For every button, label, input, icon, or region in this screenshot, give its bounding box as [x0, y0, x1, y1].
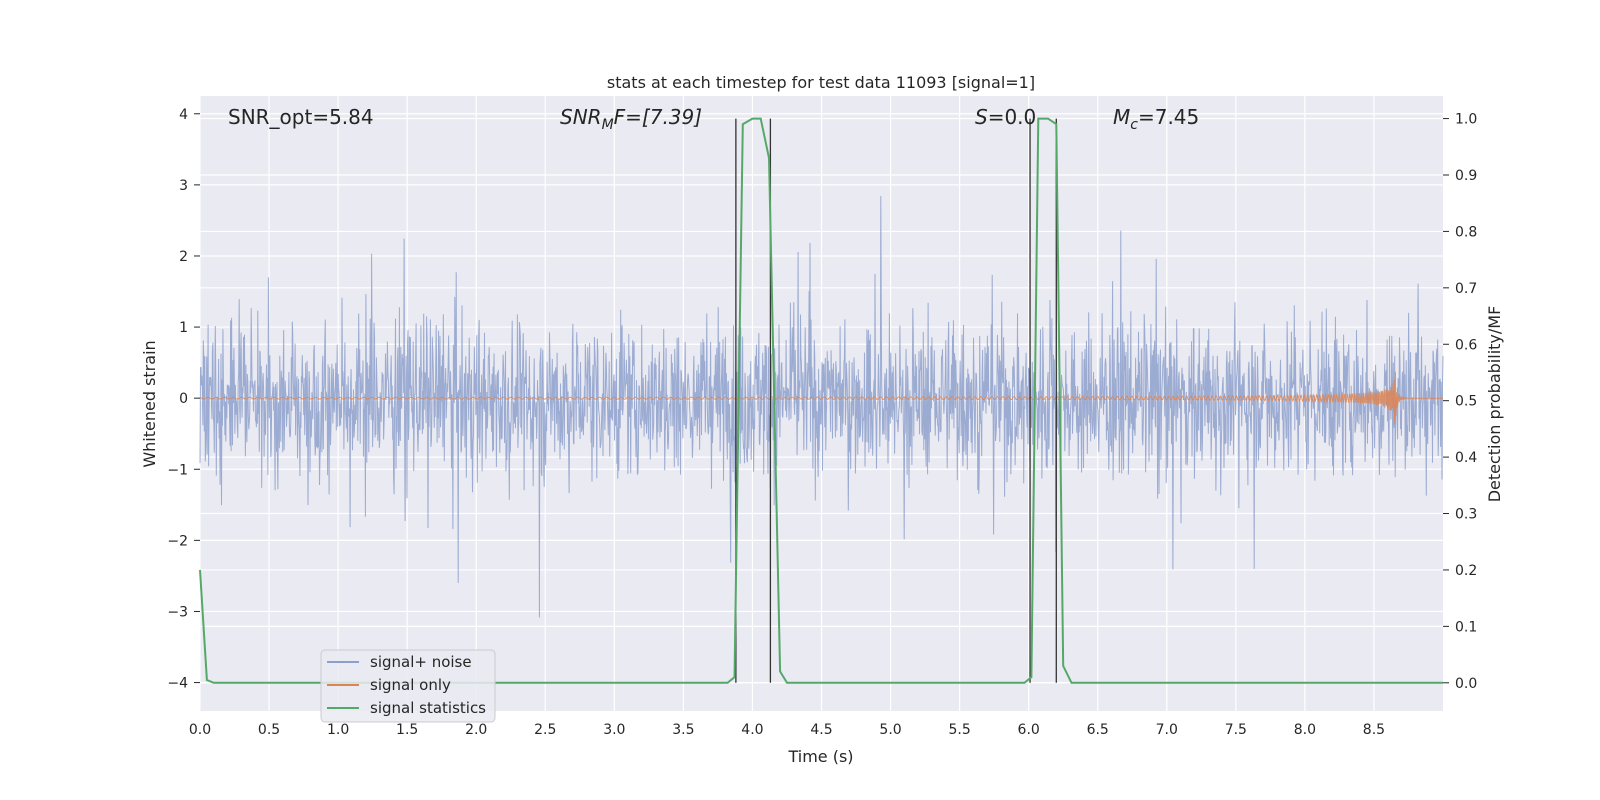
y-tick-label: −3 [167, 604, 188, 620]
y-right-tick-label: 0.6 [1455, 337, 1477, 353]
y-axis-label: Whitened strain [140, 340, 159, 467]
legend-label-noise: signal+ noise [370, 653, 472, 671]
y-tick-label: −4 [167, 676, 188, 692]
legend: signal+ noise signal only signal statist… [320, 649, 496, 723]
x-tick-label: 5.0 [879, 722, 901, 738]
y-tick-label: 2 [179, 249, 188, 265]
x-tick-label: 3.5 [672, 722, 694, 738]
y-right-tick-label: 0.8 [1455, 224, 1477, 240]
signal-series [199, 371, 1443, 424]
x-tick-label: 4.0 [741, 722, 763, 738]
annotation-mc: Mc=7.45 [1113, 105, 1199, 133]
y-tick-label: 0 [179, 391, 188, 407]
y-tick-label: 4 [179, 107, 188, 123]
x-tick-label: 4.5 [810, 722, 832, 738]
x-tick-label: 8.0 [1294, 722, 1316, 738]
x-tick-label: 2.0 [465, 722, 487, 738]
y-right-tick-label: 0.2 [1455, 563, 1477, 579]
annotation-snr-opt: SNR_opt=5.84 [228, 105, 374, 129]
y-tick-label: −2 [167, 533, 188, 549]
y-right-tick-label: 0.0 [1455, 676, 1477, 692]
legend-label-signal: signal only [370, 676, 451, 694]
chart-title: stats at each timestep for test data 110… [607, 73, 1035, 92]
y-axis-ticks: −4 −3 −2 −1 0 1 2 3 4 [167, 107, 200, 692]
y-right-tick-label: 0.4 [1455, 450, 1477, 466]
annotation-snr-mf: SNRMF=[7.39] [560, 105, 702, 133]
x-tick-label: 7.5 [1225, 722, 1247, 738]
noise-series [199, 196, 1444, 618]
x-tick-label: 0.0 [189, 722, 211, 738]
y-right-axis-ticks: 0.0 0.1 0.2 0.3 0.4 0.5 0.6 0.7 0.8 0.9 1.0 [1443, 112, 1477, 692]
y-right-tick-label: 0.5 [1455, 394, 1477, 410]
annotation-s: S=0.0 [975, 105, 1036, 129]
x-tick-label: 3.0 [603, 722, 625, 738]
y-right-tick-label: 0.9 [1455, 168, 1477, 184]
y-right-tick-label: 0.3 [1455, 507, 1477, 523]
x-tick-label: 7.0 [1156, 722, 1178, 738]
x-tick-label: 1.5 [396, 722, 418, 738]
x-tick-label: 1.0 [327, 722, 349, 738]
legend-box [320, 649, 496, 723]
y-right-tick-label: 0.1 [1455, 619, 1477, 635]
x-tick-label: 6.0 [1018, 722, 1040, 738]
x-tick-label: 0.5 [258, 722, 280, 738]
y-tick-label: 1 [179, 320, 188, 336]
vertical-markers [735, 118, 1057, 683]
statistics-line [199, 117, 1443, 684]
y-right-tick-label: 1.0 [1455, 112, 1477, 128]
y-right-tick-label: 0.7 [1455, 281, 1477, 297]
legend-label-statistics: signal statistics [370, 699, 486, 717]
y-tick-label: 3 [179, 178, 188, 194]
x-axis-ticks: 0.0 0.5 1.0 1.5 2.0 2.5 3.0 3.5 4.0 4.5 5.0 5.5 6.0 6… [189, 722, 1385, 738]
noise-line [199, 196, 1444, 618]
x-tick-label: 8.5 [1363, 722, 1385, 738]
y-tick-label: −1 [167, 462, 188, 478]
x-axis-label: Time (s) [787, 747, 853, 766]
x-tick-label: 5.5 [948, 722, 970, 738]
y-right-axis-label: Detection probability/MF [1485, 306, 1504, 503]
x-tick-label: 6.5 [1087, 722, 1109, 738]
statistics-series [199, 117, 1443, 684]
x-tick-label: 2.5 [534, 722, 556, 738]
signal-line [199, 371, 1443, 424]
